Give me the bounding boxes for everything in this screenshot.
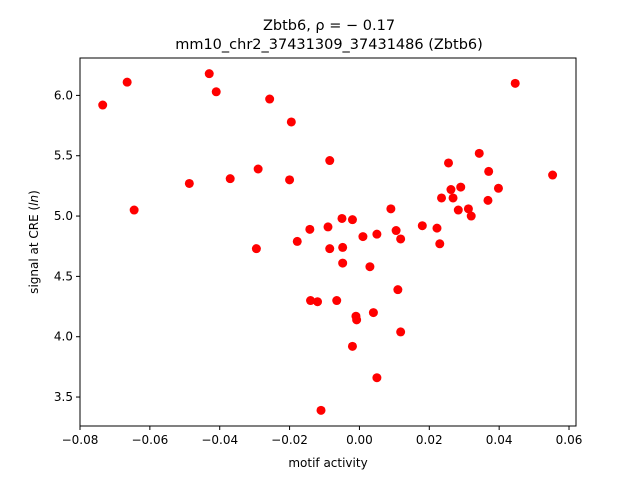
- x-tick-label: −0.08: [62, 433, 99, 447]
- data-point: [466, 211, 476, 221]
- data-point: [484, 166, 494, 176]
- data-point: [204, 69, 214, 79]
- data-point: [435, 239, 445, 249]
- data-point: [265, 94, 275, 104]
- data-point: [444, 158, 454, 168]
- chart-title-line1: Zbtb6, ρ = − 0.17: [263, 18, 395, 34]
- data-point: [347, 341, 357, 351]
- data-point: [338, 258, 348, 268]
- data-point: [510, 78, 520, 88]
- y-axis-label-suffix: ): [27, 190, 41, 195]
- data-point: [325, 156, 335, 166]
- y-axis-ticks: 3.5 4.0 4.5 5.0 5.5 6.0: [54, 88, 80, 404]
- data-point: [463, 204, 473, 214]
- data-point: [211, 87, 221, 97]
- data-point: [253, 164, 263, 174]
- data-point: [305, 224, 315, 234]
- y-axis-label: signal at CRE (ln): [27, 190, 41, 294]
- chart-title-line2: mm10_chr2_37431309_37431486 (Zbtb6): [175, 37, 483, 53]
- data-point: [285, 175, 295, 185]
- x-tick-label: 0.02: [416, 433, 443, 447]
- data-point: [453, 205, 463, 215]
- y-tick-label: 5.5: [54, 149, 73, 163]
- data-point: [251, 244, 261, 254]
- plot-frame: [79, 57, 577, 427]
- data-point: [548, 170, 558, 180]
- data-point: [286, 117, 296, 127]
- data-point: [396, 327, 406, 337]
- data-point: [448, 193, 458, 203]
- data-point: [316, 405, 326, 415]
- x-axis-label: motif activity: [288, 456, 367, 470]
- data-point: [474, 148, 484, 158]
- data-point: [446, 185, 456, 195]
- data-point: [456, 182, 466, 192]
- x-axis-ticks: −0.08 −0.06 −0.04 −0.02 0.00 0.02 0.04 0.06: [62, 426, 583, 447]
- data-point: [483, 195, 493, 205]
- data-point: [358, 232, 368, 242]
- data-point: [306, 296, 316, 306]
- data-point: [372, 373, 382, 383]
- y-axis-label-italic: ln: [27, 195, 41, 206]
- x-tick-label: 0.06: [556, 433, 583, 447]
- x-tick-label: 0.04: [486, 433, 513, 447]
- data-point: [365, 262, 375, 272]
- x-tick-label: 0.00: [346, 433, 373, 447]
- data-point: [122, 77, 132, 87]
- y-axis-label-prefix: signal at CRE (: [27, 206, 41, 294]
- data-point: [393, 285, 403, 295]
- data-point: [313, 297, 323, 307]
- data-point: [352, 315, 362, 325]
- data-point: [184, 178, 194, 188]
- data-point: [338, 242, 348, 252]
- x-tick-label: −0.06: [131, 433, 168, 447]
- data-point: [437, 193, 447, 203]
- data-point: [129, 205, 139, 215]
- data-points: [98, 69, 558, 415]
- y-tick-label: 4.0: [54, 330, 73, 344]
- y-tick-label: 3.5: [54, 390, 73, 404]
- data-point: [417, 221, 427, 231]
- y-tick-label: 5.0: [54, 209, 73, 223]
- data-point: [98, 100, 108, 110]
- data-point: [325, 244, 335, 254]
- y-tick-label: 6.0: [54, 88, 73, 102]
- data-point: [493, 183, 503, 193]
- data-point: [372, 229, 382, 239]
- data-point: [225, 174, 235, 184]
- data-point: [432, 223, 442, 233]
- x-tick-label: −0.02: [271, 433, 308, 447]
- data-point: [347, 215, 357, 225]
- y-tick-label: 4.5: [54, 269, 73, 283]
- data-point: [386, 204, 396, 214]
- data-point: [323, 222, 333, 232]
- data-point: [292, 236, 302, 246]
- data-point: [332, 296, 342, 306]
- data-point: [337, 213, 347, 223]
- data-point: [368, 308, 378, 318]
- data-point: [396, 234, 406, 244]
- x-tick-label: −0.04: [201, 433, 238, 447]
- data-point: [391, 226, 401, 236]
